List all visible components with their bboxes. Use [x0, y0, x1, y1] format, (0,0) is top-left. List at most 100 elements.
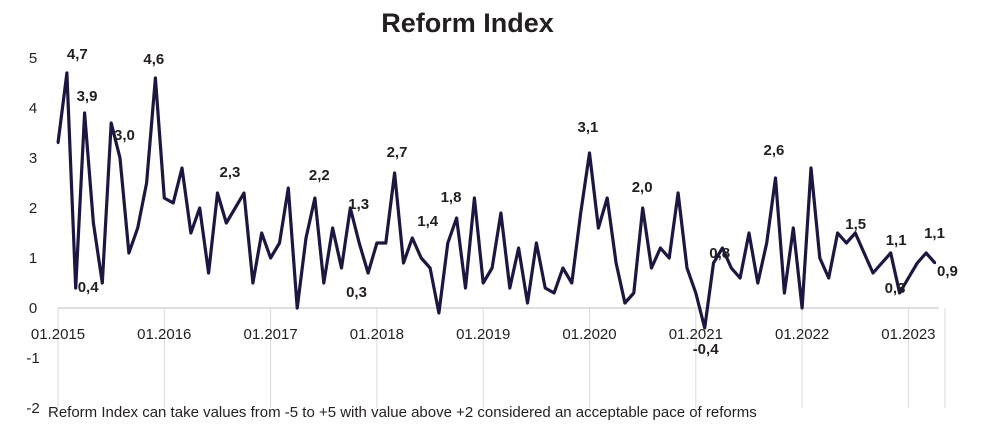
- data-label: 2,3: [220, 164, 241, 181]
- data-point: [101, 281, 104, 285]
- data-point: [774, 176, 777, 180]
- data-label: 1,8: [441, 189, 462, 206]
- data-point: [632, 291, 635, 295]
- data-point: [225, 221, 228, 225]
- data-point: [490, 266, 494, 270]
- data-point: [163, 196, 166, 200]
- y-tick-label: -1: [26, 350, 39, 367]
- data-point: [508, 286, 511, 290]
- x-tick-label: 01.2023: [881, 326, 935, 343]
- data-point: [366, 271, 370, 275]
- data-point: [544, 286, 547, 290]
- data-point: [402, 261, 405, 265]
- data-point: [552, 291, 556, 295]
- data-point: [712, 261, 715, 265]
- data-point: [269, 256, 272, 260]
- data-point: [145, 181, 148, 185]
- y-tick-label: 5: [29, 50, 37, 67]
- data-point: [455, 216, 458, 220]
- data-point: [809, 166, 813, 170]
- data-point: [597, 226, 600, 230]
- data-point: [172, 201, 175, 205]
- data-point: [783, 291, 786, 295]
- data-point: [933, 261, 937, 265]
- data-point: [650, 266, 653, 270]
- data-label: 4,6: [143, 51, 164, 68]
- data-point: [792, 226, 795, 230]
- y-tick-label: 0: [29, 300, 37, 317]
- data-point: [862, 251, 866, 255]
- data-point: [721, 246, 724, 250]
- data-point: [579, 211, 582, 215]
- data-point: [251, 281, 255, 285]
- data-point: [738, 276, 742, 280]
- data-point: [92, 221, 95, 225]
- data-point: [349, 206, 352, 210]
- data-point: [747, 231, 751, 235]
- data-point: [384, 241, 387, 245]
- data-point: [836, 231, 839, 235]
- data-point: [437, 311, 441, 315]
- data-label: 0,3: [885, 280, 906, 297]
- data-point: [234, 206, 237, 210]
- x-tick-label: 01.2020: [562, 326, 616, 343]
- data-point: [614, 261, 618, 265]
- y-tick-label: 4: [29, 100, 37, 117]
- data-point: [110, 121, 113, 125]
- data-point: [827, 276, 830, 280]
- data-point: [561, 266, 565, 270]
- data-point: [74, 286, 77, 290]
- data-point: [207, 271, 210, 275]
- data-point: [916, 261, 919, 265]
- data-point: [331, 226, 334, 230]
- data-label: 2,0: [632, 179, 653, 196]
- data-point: [56, 141, 60, 145]
- chart-title: Reform Index: [381, 8, 554, 38]
- data-point: [358, 241, 361, 245]
- data-point: [517, 246, 520, 250]
- data-point: [154, 76, 157, 80]
- data-point: [428, 266, 432, 270]
- data-point: [118, 156, 122, 160]
- data-label: 1,5: [845, 216, 866, 233]
- data-point: [659, 246, 662, 250]
- data-label: 1,4: [417, 213, 439, 230]
- data-point: [676, 191, 680, 195]
- x-tick-label: 01.2016: [137, 326, 191, 343]
- data-label: 1,1: [886, 232, 907, 249]
- data-point: [694, 291, 697, 295]
- data-label: 0,3: [346, 284, 367, 301]
- data-label: 3,1: [578, 119, 599, 136]
- data-point: [623, 301, 627, 305]
- data-point: [322, 281, 325, 285]
- data-point: [907, 276, 910, 280]
- x-tick-label: 01.2021: [669, 326, 723, 343]
- data-point: [703, 326, 706, 330]
- x-tick-label: 01.2022: [775, 326, 829, 343]
- data-point: [340, 266, 343, 270]
- data-point: [482, 281, 485, 285]
- data-point: [420, 256, 423, 260]
- x-tick-label: 01.2015: [31, 326, 85, 343]
- data-point: [313, 196, 317, 200]
- data-point: [278, 241, 281, 245]
- data-point: [818, 256, 821, 260]
- data-point: [871, 271, 875, 275]
- y-tick-label: 2: [29, 200, 37, 217]
- data-point: [588, 151, 591, 155]
- data-point: [83, 111, 86, 115]
- data-point: [287, 186, 290, 190]
- data-point: [685, 266, 689, 270]
- data-point: [924, 251, 928, 255]
- data-point: [260, 231, 263, 235]
- data-point: [499, 211, 503, 215]
- data-point: [854, 231, 857, 235]
- data-point: [535, 241, 538, 245]
- data-point: [411, 236, 414, 240]
- data-point: [889, 251, 892, 255]
- data-label: 2,2: [309, 167, 330, 184]
- data-label: 3,9: [77, 88, 98, 105]
- data-label: 0,4: [78, 279, 100, 296]
- data-point: [198, 206, 201, 210]
